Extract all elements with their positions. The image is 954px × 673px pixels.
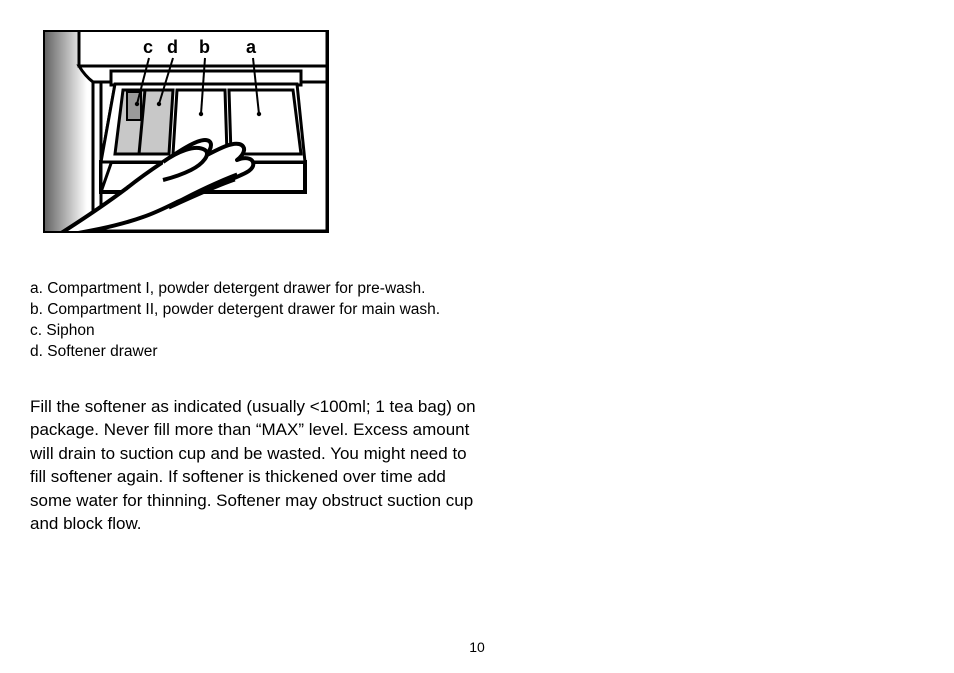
page-number: 10 xyxy=(0,639,954,655)
figure-legend: a. Compartment I, powder detergent drawe… xyxy=(30,279,500,363)
detergent-drawer-figure: c d b a xyxy=(43,30,329,233)
instruction-text: Fill the softener as indicated (usually … xyxy=(30,395,485,536)
drawer-illustration xyxy=(45,32,327,231)
legend-item-b: b. Compartment II, powder detergent draw… xyxy=(30,300,500,321)
instruction-paragraph: Fill the softener as indicated (usually … xyxy=(30,395,485,536)
legend-item-d: d. Softener drawer xyxy=(30,342,500,363)
figure-label-c: c xyxy=(143,37,153,58)
figure-label-d: d xyxy=(167,37,178,58)
legend-item-a: a. Compartment I, powder detergent drawe… xyxy=(30,279,500,300)
figure-labels: c d b a xyxy=(45,37,327,59)
page: c d b a a. Compartment I, powder deterge… xyxy=(0,0,954,673)
figure-label-b: b xyxy=(199,37,210,58)
legend-item-c: c. Siphon xyxy=(30,321,500,342)
figure-label-a: a xyxy=(246,37,256,58)
